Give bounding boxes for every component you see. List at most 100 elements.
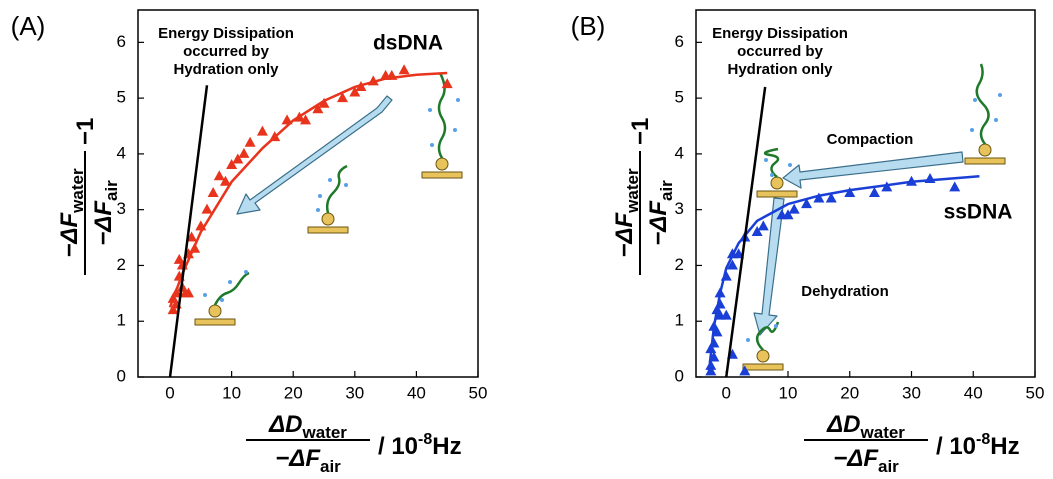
label-sub: air — [320, 457, 341, 476]
point — [349, 86, 361, 97]
label-sup: -8 — [976, 431, 990, 448]
series-label: ssDNA — [944, 201, 1013, 224]
x-tick-label: 50 — [1026, 383, 1045, 402]
y-tick-label: 0 — [675, 366, 684, 385]
label-sub: water — [68, 168, 87, 214]
y-tick-label: 1 — [117, 311, 126, 330]
point — [173, 253, 185, 264]
y-tick-label: 2 — [675, 255, 684, 274]
label-sub: water — [860, 423, 906, 442]
y-tick-label: 6 — [117, 32, 126, 51]
y-tick-label: 5 — [117, 88, 126, 107]
x-tick-label: 40 — [964, 383, 983, 402]
y-tick-label: 1 — [675, 311, 684, 330]
y-tick-label: 3 — [675, 199, 684, 218]
point — [219, 175, 231, 186]
x-tick-label: 20 — [284, 383, 303, 402]
point — [398, 64, 410, 75]
x-tick-label: 20 — [840, 383, 859, 402]
point — [751, 225, 763, 236]
point — [226, 159, 238, 170]
point — [949, 181, 961, 192]
point — [213, 170, 225, 181]
point — [868, 186, 880, 197]
curve — [168, 71, 448, 308]
point — [708, 337, 720, 348]
series-label: dsDNA — [373, 32, 443, 55]
plot-frame — [695, 9, 1036, 378]
curve — [725, 86, 767, 378]
point — [232, 153, 244, 164]
label-denominator: −ΔFair — [833, 445, 899, 476]
x-tick-label: 50 — [469, 383, 488, 402]
label-suffix: −1 — [72, 118, 99, 145]
y-axis-label: −ΔFwater−ΔFair−1 — [56, 118, 121, 275]
point — [186, 231, 198, 242]
label-sub: water — [302, 423, 348, 442]
illustrations — [194, 63, 1006, 371]
x-tick-label: 0 — [722, 383, 731, 402]
label-part: −ΔF — [56, 211, 83, 257]
y-tick-label: 4 — [117, 143, 126, 162]
y-tick-label: 4 — [675, 143, 684, 162]
point — [300, 114, 312, 125]
label-numerator: −ΔFwater — [56, 168, 87, 258]
plot-frame — [137, 9, 479, 378]
label-part: −ΔF — [833, 445, 879, 472]
point — [739, 365, 751, 376]
point — [256, 125, 268, 136]
point — [318, 97, 330, 108]
panel-label: (B) — [571, 11, 606, 41]
point — [336, 92, 348, 103]
point — [782, 209, 794, 220]
label-unit: / 10-8Hz — [378, 431, 462, 460]
label-sub: air — [102, 180, 121, 201]
x-tick-label: 30 — [902, 383, 921, 402]
label-part: −ΔF — [90, 200, 117, 246]
label-part: / 10 — [378, 433, 418, 460]
y-tick-label: 3 — [117, 199, 126, 218]
annotation: Energy Dissipation — [712, 25, 848, 42]
point — [726, 259, 738, 270]
label-numerator: −ΔFwater — [611, 168, 642, 258]
label-denominator: −ΔFair — [90, 180, 121, 246]
point — [757, 220, 769, 231]
panel-label: (A) — [11, 11, 46, 41]
point — [183, 287, 195, 298]
point — [705, 365, 717, 376]
label-part: ΔD — [826, 411, 860, 438]
label-sub: water — [623, 168, 642, 214]
x-tick-label: 10 — [779, 383, 798, 402]
annotation: Hydration only — [173, 61, 279, 78]
label-numerator: ΔDwater — [826, 411, 905, 442]
annotation: Energy Dissipation — [158, 25, 294, 42]
x-tick-label: 30 — [345, 383, 364, 402]
y-tick-label: 0 — [117, 366, 126, 385]
point — [844, 186, 856, 197]
label-part: ΔD — [268, 411, 302, 438]
label-denominator: −ΔFair — [275, 445, 341, 476]
x-axis-label: ΔDwater−ΔFair/ 10-8Hz — [804, 411, 1020, 476]
annotation: occurred by — [737, 43, 824, 60]
y-axis-label: −ΔFwater−ΔF air −1 — [611, 118, 676, 275]
label-sub: air — [657, 180, 676, 201]
label-part: −ΔF — [611, 211, 638, 257]
y-tick-label: 2 — [117, 255, 126, 274]
panel: (A) 0 10 20 30 40 50 0 1 2 3 4 5 6 Energy Dissipationo… — [11, 9, 488, 476]
y-tick-label: 6 — [675, 32, 684, 51]
label-numerator: ΔDwater — [268, 411, 347, 442]
label-part: Hz — [432, 433, 461, 460]
point — [207, 186, 219, 197]
label-suffix: −1 — [627, 118, 654, 145]
point — [244, 136, 256, 147]
point — [801, 198, 813, 209]
point — [201, 203, 213, 214]
x-tick-label: 40 — [407, 383, 426, 402]
x-axis-label: ΔDwater−ΔFair/ 10-8Hz — [246, 411, 462, 476]
x-tick-label: 0 — [165, 383, 174, 402]
panel: (B) 0 10 20 30 40 50 0 1 2 3 4 5 6 Energy Dissipationo… — [571, 9, 1045, 476]
point — [813, 192, 825, 203]
point — [238, 147, 250, 158]
label-sub: air — [878, 457, 899, 476]
